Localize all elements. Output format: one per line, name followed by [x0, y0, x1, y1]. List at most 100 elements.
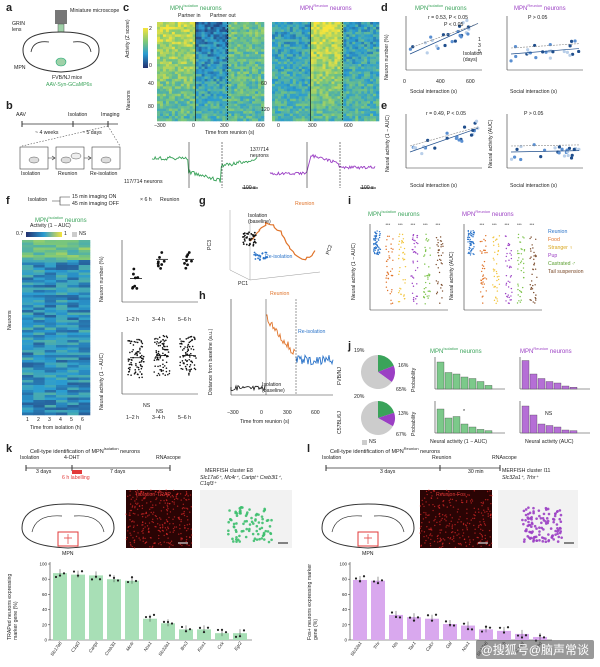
strip-dot: [469, 242, 471, 244]
image-dot: [178, 533, 180, 535]
heatmap-cell: [325, 29, 329, 33]
heatmap-cell: [162, 113, 167, 117]
f-heat-cell: [33, 312, 45, 316]
heatmap-cell: [174, 59, 179, 62]
heatmap-cell: [162, 54, 167, 57]
heatmap-cell: [195, 103, 199, 107]
heatmap-cell: [183, 24, 188, 28]
heatmap-cell: [186, 81, 190, 85]
heatmap-cell: [337, 66, 341, 70]
heatmap-cell: [355, 78, 359, 82]
scatter-d-reu: [506, 16, 583, 71]
heatmap-cell: [237, 101, 241, 104]
hist-bar: [476, 429, 485, 434]
heatmap-cell: [361, 34, 365, 38]
f-heat-cell: [56, 400, 68, 403]
heatmap-cell: [313, 41, 317, 45]
heatmap-cell: [183, 96, 188, 100]
heatmap-cell: [261, 76, 265, 80]
heatmap-cell: [373, 91, 377, 95]
heatmap-cell: [355, 71, 359, 75]
heatmap-cell: [159, 31, 164, 35]
heatmap-cell: [249, 88, 253, 92]
heatmap-cell: [370, 24, 374, 28]
heatmap-cell: [210, 59, 214, 62]
heatmap-cell: [183, 66, 188, 70]
heatmap-cell: [346, 51, 350, 55]
strip-dot: [482, 295, 484, 297]
heatmap-cell: [370, 59, 374, 62]
heatmap-cell: [283, 61, 288, 65]
heatmap-cell: [189, 91, 193, 95]
heatmap-cell: [258, 41, 262, 45]
f-heat-cell: [33, 307, 45, 311]
heatmap-cell: [201, 76, 205, 80]
heatmap-cell: [376, 22, 380, 25]
heatmap-cell: [319, 49, 323, 52]
heatmap-cell: [198, 66, 202, 70]
scatter-d-iso: [405, 16, 482, 71]
heatmap-cell: [334, 71, 338, 75]
heatmap-cell: [325, 78, 329, 82]
heatmap-cell: [216, 31, 220, 35]
heatmap-cell: [177, 91, 182, 95]
dot: [159, 344, 161, 347]
e-xlabel-1: Social interaction (s): [410, 183, 457, 189]
image-dot: [191, 534, 193, 536]
scatter-point: [461, 20, 465, 25]
heatmap-cell: [283, 108, 288, 112]
image-dot: [244, 514, 248, 518]
heatmap-cell: [192, 46, 196, 50]
heatmap-cell: [174, 108, 179, 112]
image-dot: [185, 498, 187, 501]
heatmap-cell: [162, 78, 167, 82]
heatmap-cell: [313, 118, 317, 122]
heatmap-cell: [331, 29, 335, 33]
heatmap-cell: [162, 69, 167, 72]
image-dot: [144, 542, 146, 545]
brain-schematic-a: [22, 10, 100, 73]
heatmap-cell: [340, 78, 344, 82]
heatmap-cell: [237, 96, 241, 100]
strip-dot: [423, 291, 426, 293]
strip-dot: [482, 274, 485, 276]
heatmap-cell: [213, 64, 217, 67]
f-heat-cell: [33, 302, 45, 306]
heatmap-cell: [195, 59, 199, 62]
heatmap-cell: [286, 61, 291, 65]
heatmap-cell: [295, 44, 300, 48]
heatmap-cell: [177, 64, 182, 67]
heatmap-cell: [364, 116, 368, 119]
strip-dot: [510, 249, 512, 252]
heatmap-cell: [358, 24, 362, 28]
k-isolation: Isolation: [20, 455, 40, 461]
heatmap-cell: [364, 22, 368, 25]
heatmap-cell: [207, 73, 211, 77]
image-dot: [144, 526, 146, 528]
heatmap-cell: [177, 83, 182, 87]
heatmap-cell: [295, 88, 300, 92]
heatmap-cell: [364, 108, 368, 112]
heatmap-cell: [361, 31, 365, 35]
heatmap-cell: [210, 44, 214, 48]
f-heat-cell: [22, 332, 34, 336]
heatmap-cell: [301, 49, 305, 52]
heatmap-cell: [246, 22, 250, 25]
heatmap-cell: [376, 69, 380, 72]
f-heat-cell: [56, 267, 68, 271]
image-dot: [133, 521, 135, 523]
f-heat-cell: [78, 385, 91, 388]
heatmap-cell: [255, 111, 259, 114]
heatmap-cell: [162, 36, 167, 40]
pca-baseline-point: [252, 244, 255, 247]
heatmap-cell: [352, 86, 356, 90]
heatmap-cell: [225, 71, 229, 75]
heatmap-cell: [313, 22, 317, 25]
heatmap-cell: [183, 46, 188, 50]
heatmap-cell: [280, 86, 285, 90]
heatmap-cell: [373, 61, 377, 65]
heatmap-cell: [213, 36, 217, 40]
strip-dot: [471, 248, 473, 251]
image-dot: [142, 532, 144, 534]
f-heat-cell: [67, 267, 79, 271]
